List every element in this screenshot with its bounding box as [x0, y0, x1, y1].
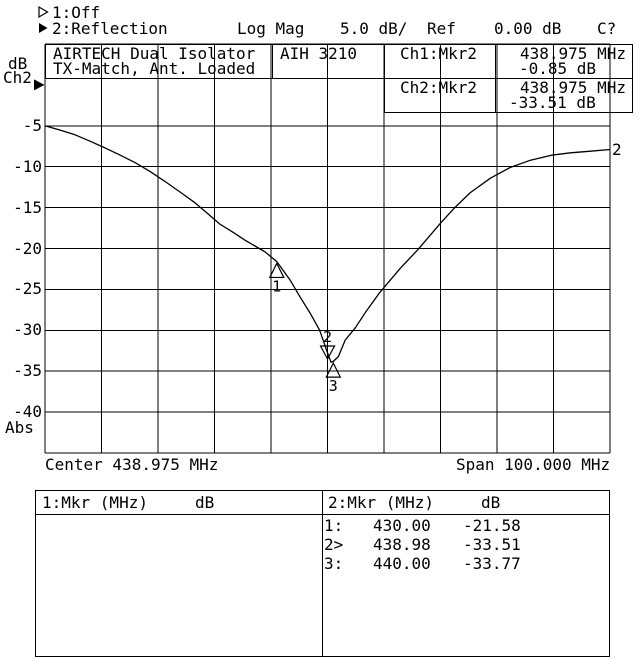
ch1-readout-value: -0.85 dB: [519, 59, 597, 78]
marker-number-label: 3: [329, 377, 338, 395]
y-axis-channel: Ch2: [3, 68, 32, 87]
y-axis-tick-label: -15: [13, 197, 42, 217]
marker-frequency: 430.00: [373, 516, 431, 535]
y-axis-tick-label: -20: [13, 238, 42, 258]
marker-db: -33.77: [463, 554, 521, 573]
ch2-readout-box: [384, 78, 633, 113]
marker-frequency: 438.98: [373, 535, 431, 554]
ch1-readout-channel: Ch1:Mkr2: [400, 44, 478, 63]
mkr2-table-header: 2:Mkr (MHz): [328, 493, 434, 512]
device-model: AIH 3210: [280, 44, 358, 63]
marker-table-header-rule: [36, 514, 609, 515]
marker-table: 1:Mkr (MHz) dB 2:Mkr (MHz) dB 1: 430.00 -2…: [35, 490, 610, 657]
y-axis-mode: Abs: [5, 418, 34, 437]
channel2-measurement: 2:Reflection: [52, 19, 168, 38]
ch2-readout-divider: [495, 79, 496, 112]
marker-db: -21.58: [463, 516, 521, 535]
marker-number: 1:: [324, 516, 344, 535]
y-axis-tick-label: -25: [13, 279, 42, 299]
marker-table-divider: [322, 491, 323, 656]
scale-per-div: 5.0 dB/: [340, 19, 408, 38]
y-axis-unit: dB: [8, 54, 28, 73]
mkr1-table-unit: dB: [195, 493, 215, 512]
y-axis-tick-label: -30: [13, 320, 42, 340]
ref-level-arrow-icon: [34, 79, 45, 91]
marker-number: 3:: [324, 554, 344, 573]
filled-right-triangle-icon: [39, 23, 48, 33]
ch1-readout-freq: 438.975 MHz: [520, 44, 626, 63]
cal-status: C?: [597, 19, 617, 38]
open-right-triangle-icon: [38, 5, 49, 19]
marker-number-label: 1: [272, 277, 281, 295]
channel1-status: 1:Off: [52, 3, 101, 22]
device-note: TX-Match, Ant. Loaded: [53, 59, 256, 78]
device-title: AIRTECH Dual Isolator: [53, 44, 256, 63]
ch2-readout-freq: 438.975 MHz: [520, 78, 626, 97]
marker-number: 2>: [324, 535, 344, 554]
marker-frequency: 440.00: [373, 554, 431, 573]
marker-number-label: 2: [323, 328, 332, 346]
ch2-readout-value: -33.51 dB: [509, 93, 596, 112]
center-frequency: Center 438.975 MHz: [45, 455, 219, 474]
marker-db: -33.51: [463, 535, 521, 554]
active-marker-triangle-icon: [319, 345, 336, 361]
ch2-readout-channel: Ch2:Mkr2: [400, 78, 478, 97]
mkr2-table-unit: dB: [481, 493, 501, 512]
format-label: Log Mag: [237, 19, 305, 38]
marker-triangle-icon: [268, 262, 285, 279]
marker-triangle-icon: [325, 361, 342, 378]
reflection-trace: [44, 125, 611, 363]
y-axis-tick-label: -5: [22, 115, 42, 135]
title-box-divider: [272, 45, 273, 78]
trace-number-label: 2: [612, 140, 622, 159]
frequency-span: Span 100.000 MHz: [456, 455, 611, 474]
y-axis-tick-label: -35: [13, 361, 42, 381]
mkr1-table-header: 1:Mkr (MHz): [42, 493, 148, 512]
ch1-readout-divider: [495, 45, 496, 78]
ref-value: 0.00 dB: [494, 19, 562, 38]
y-axis-tick-label: -10: [13, 156, 42, 176]
ref-label: Ref: [427, 19, 456, 38]
y-axis-tick-label: -40: [13, 402, 42, 422]
